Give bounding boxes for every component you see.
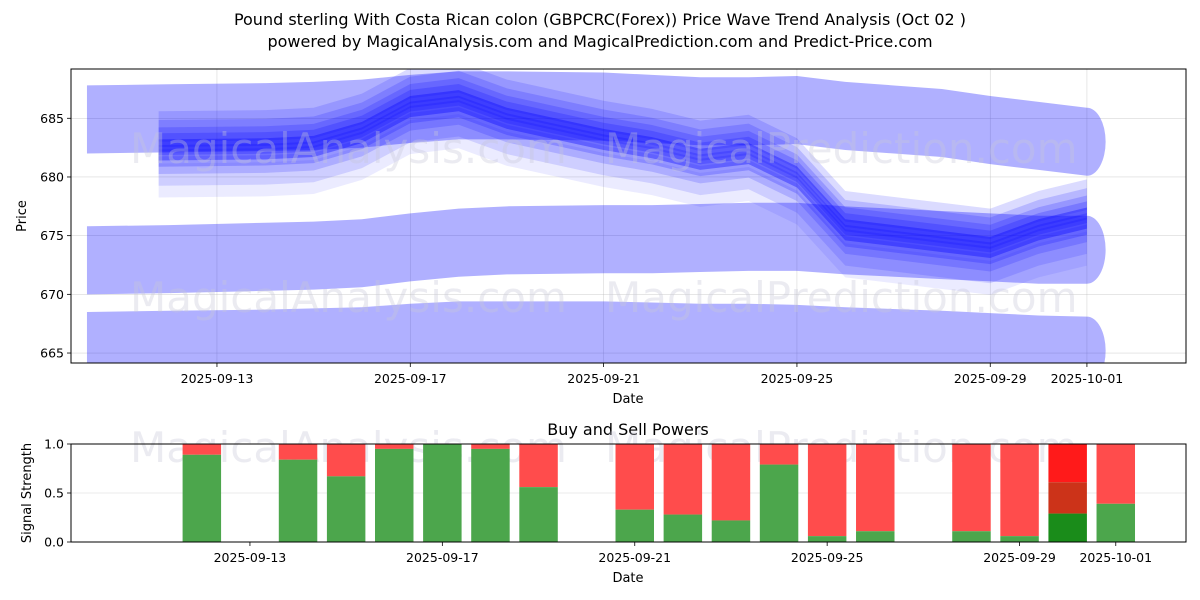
y-tick-label: 670 [40, 287, 64, 302]
price-wave-ribbon [158, 69, 1087, 240]
price-y-axis: 665 670 675 680 685 [40, 111, 71, 361]
y-tick-label: 0.0 [44, 535, 64, 550]
buy-bar [326, 476, 366, 542]
y-tick-label: 1.0 [44, 437, 64, 452]
buy-bar [1000, 536, 1039, 542]
y-tick-label: 685 [40, 111, 64, 126]
price-wave-ribbon [158, 95, 1087, 265]
sell-bar [759, 444, 799, 465]
buy-bar [519, 487, 558, 542]
y-tick-label: 665 [40, 346, 64, 361]
sell-bar [952, 444, 991, 532]
price-plot-frame [70, 68, 1187, 364]
buy-bar [759, 464, 799, 542]
x-tick-label: 2025-09-25 [791, 550, 864, 565]
x-tick-label: 2025-09-13 [181, 371, 254, 386]
buy-sell-plot: Buy and Sell Powers MagicalAnalysis.com … [20, 420, 1187, 586]
price-y-axis-label: Price [15, 200, 30, 232]
y-tick-label: 0.5 [44, 486, 64, 501]
price-x-axis-label: Date [612, 392, 643, 407]
watermark-text: MagicalPrediction.com [605, 273, 1078, 322]
x-tick-label: 2025-09-25 [761, 371, 834, 386]
x-tick-label: 2025-10-01 [1079, 550, 1152, 565]
sell-bar [182, 444, 222, 455]
watermark-text: MagicalPrediction.com [605, 124, 1078, 173]
buy-bar [1048, 513, 1087, 542]
sell-bar [278, 444, 318, 460]
wave-band-middle-band [86, 202, 1106, 295]
sell-bar [471, 444, 510, 449]
y-tick-label: 680 [40, 169, 64, 184]
price-wave-ribbon [158, 114, 1087, 295]
price-wave-ribbon [158, 107, 1087, 284]
buy-bar [278, 459, 318, 542]
chart-title: Pound sterling With Costa Rican colon (G… [233, 10, 967, 29]
sell-bar [519, 444, 558, 488]
buy-sell-x-axis-label: Date [612, 571, 643, 586]
buy-bar [182, 454, 222, 542]
buy-sell-y-axis: 0.0 0.5 1.0 [44, 437, 71, 550]
buy-bar [856, 531, 895, 542]
buy-sell-x-axis: 2025-09-13 2025-09-17 2025-09-21 2025-09-25… [214, 542, 1152, 565]
chart-subtitle: powered by MagicalAnalysis.com and Magic… [267, 32, 933, 51]
x-tick-label: 2025-09-29 [983, 550, 1056, 565]
y-tick-label: 675 [40, 228, 64, 243]
price-wave-plot: MagicalAnalysis.com MagicalPrediction.co… [15, 68, 1187, 407]
x-tick-label: 2025-09-13 [214, 550, 287, 565]
price-wave-ribbon [158, 83, 1087, 253]
sell-bar [856, 444, 895, 532]
sell-bar [1096, 444, 1136, 504]
price-waves [158, 69, 1087, 295]
watermark-text: MagicalAnalysis.com [130, 273, 567, 322]
sell-bar [807, 444, 847, 537]
buy-bar [375, 448, 414, 542]
buy-bar [615, 509, 654, 542]
sell-bar [1000, 444, 1039, 537]
wave-band-upper-band [86, 71, 1106, 176]
buy-sell-y-axis-label: Signal Strength [20, 443, 35, 543]
buy-bar [471, 448, 510, 542]
sell-bar [663, 444, 703, 515]
price-wave-ribbon [158, 78, 1087, 249]
sell-bar [615, 444, 654, 510]
price-wave-core [158, 90, 1087, 258]
buy-bar [1096, 503, 1136, 542]
price-wave-ribbon [158, 70, 1087, 245]
sell-bar-overlap [1048, 482, 1087, 514]
price-wave-ribbon [158, 100, 1087, 272]
buy-sell-bars [182, 444, 1136, 542]
watermark-text: MagicalAnalysis.com [130, 124, 567, 173]
buy-bar [711, 520, 751, 542]
buy-sell-title: Buy and Sell Powers [547, 420, 709, 439]
buy-bar [807, 536, 847, 542]
x-tick-label: 2025-09-21 [567, 371, 640, 386]
x-tick-label: 2025-09-29 [954, 371, 1027, 386]
sell-bar [326, 444, 366, 477]
sell-bar [375, 444, 414, 449]
sell-bar [711, 444, 751, 521]
x-tick-label: 2025-09-17 [406, 550, 479, 565]
buy-bar [663, 514, 703, 542]
price-bands [86, 71, 1106, 363]
buy-bar [952, 531, 991, 542]
sell-bar [1048, 444, 1087, 483]
price-x-axis: 2025-09-13 2025-09-17 2025-09-21 2025-09-25… [181, 363, 1124, 386]
x-tick-label: 2025-09-17 [374, 371, 447, 386]
price-grid [71, 69, 1186, 363]
wave-band-lower-band [86, 301, 1106, 363]
x-tick-label: 2025-10-01 [1051, 371, 1124, 386]
x-tick-label: 2025-09-21 [598, 550, 671, 565]
buy-bar [423, 444, 462, 542]
